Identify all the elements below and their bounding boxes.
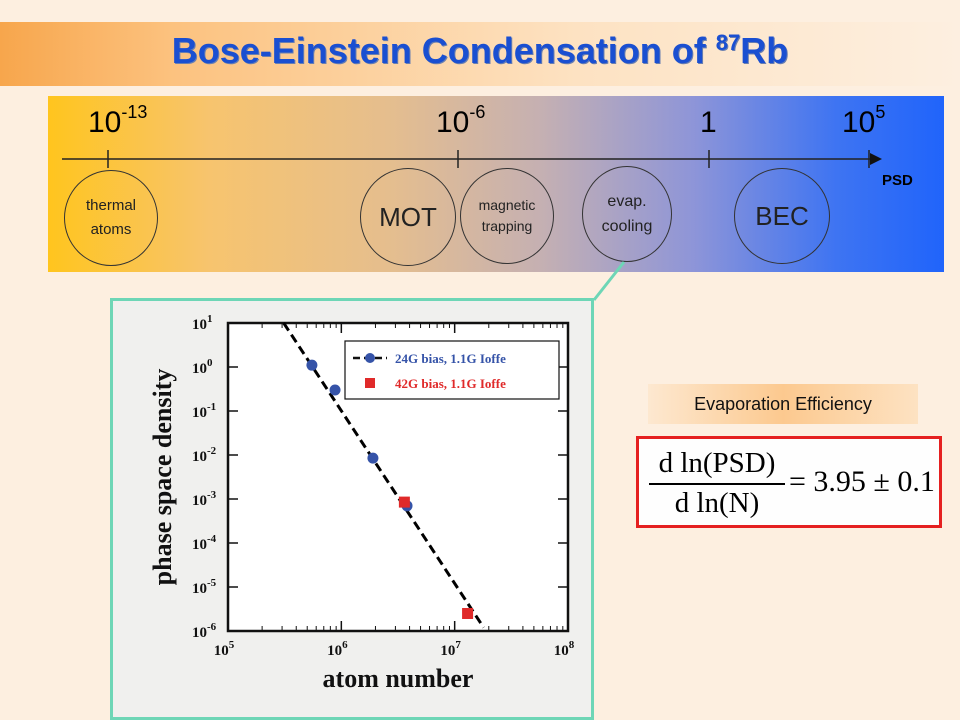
stage-magnetic-trapping: magnetic trapping bbox=[460, 168, 554, 264]
tick-label-1e5: 105 bbox=[842, 102, 886, 139]
x-tick-label: 106 bbox=[327, 639, 348, 659]
y-tick-label: 101 bbox=[192, 313, 213, 333]
formula-denominator: d ln(N) bbox=[674, 487, 760, 519]
y-tick-label: 100 bbox=[192, 357, 213, 377]
title-bar bbox=[0, 22, 960, 86]
tick-label-1e-13: 10-13 bbox=[88, 102, 148, 139]
stage-thermal-atoms: thermal atoms bbox=[64, 170, 158, 266]
y-tick-label: 10-6 bbox=[192, 621, 217, 641]
y-tick-label: 10-4 bbox=[192, 533, 217, 553]
timeline-axis bbox=[62, 150, 882, 168]
formula-numerator: d ln(PSD) bbox=[658, 447, 776, 479]
data-point-series-1 bbox=[306, 359, 318, 371]
x-tick-label: 107 bbox=[440, 639, 461, 659]
x-tick-label: 105 bbox=[214, 639, 235, 659]
psd-timeline: 10-13 10-6 1 105 PSD thermal atoms MOT ma… bbox=[48, 96, 944, 272]
legend-label: 24G bias, 1.1G Ioffe bbox=[395, 351, 506, 366]
y-tick-label: 10-3 bbox=[192, 489, 217, 509]
psd-axis-label: PSD bbox=[882, 172, 913, 189]
stage-evap-cooling: evap. cooling bbox=[582, 166, 672, 262]
y-tick-label: 10-5 bbox=[192, 577, 217, 597]
y-tick-label: 10-2 bbox=[192, 445, 217, 465]
data-point-series-2 bbox=[398, 496, 410, 508]
x-axis-label: atom number bbox=[323, 664, 474, 693]
evaporation-efficiency-label: Evaporation Efficiency bbox=[648, 384, 918, 424]
tick-label-1: 1 bbox=[700, 106, 717, 139]
scatter-plot-svg: 105 106 107 108 101 100 10-1 10-2 10-3 10-4 10-5 10… bbox=[148, 313, 575, 693]
legend-label: 42G bias, 1.1G Ioffe bbox=[395, 376, 506, 391]
y-axis-label: phase space density bbox=[148, 369, 177, 586]
formula-value: = 3.95 ± 0.1 bbox=[789, 465, 935, 498]
tick-label-1e-6: 10-6 bbox=[436, 102, 486, 139]
data-point-series-2 bbox=[462, 607, 474, 619]
stage-mot: MOT bbox=[360, 168, 456, 266]
legend-marker bbox=[365, 378, 375, 388]
x-tick-label: 108 bbox=[554, 639, 575, 659]
timeline-axis-arrow bbox=[870, 153, 882, 165]
title-element: Rb bbox=[740, 30, 789, 71]
legend-box bbox=[344, 340, 560, 400]
legend-marker bbox=[365, 353, 375, 363]
title-main: Bose-Einstein Condensation of bbox=[171, 30, 716, 71]
data-point-series-1 bbox=[367, 452, 379, 464]
slide-title: Bose-Einstein Condensation of 87Rb bbox=[0, 30, 960, 72]
title-isotope-mass: 87 bbox=[715, 30, 741, 55]
efficiency-formula: d ln(PSD) d ln(N) = 3.95 ± 0.1 bbox=[636, 436, 942, 528]
data-point-series-1 bbox=[329, 384, 341, 396]
stage-bec: BEC bbox=[734, 168, 830, 264]
formula-fraction-bar bbox=[649, 483, 785, 485]
psd-vs-atom-number-plot: 105 106 107 108 101 100 10-1 10-2 10-3 10-4 10-5 10… bbox=[110, 298, 594, 720]
y-tick-label: 10-1 bbox=[192, 401, 216, 421]
fit-line bbox=[282, 322, 485, 629]
